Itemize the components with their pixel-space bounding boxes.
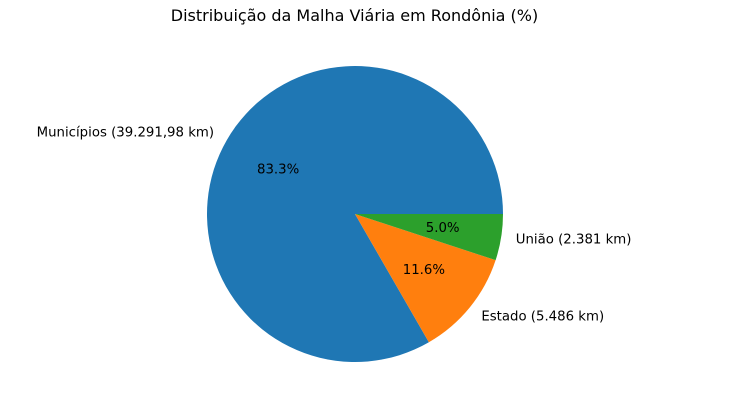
pct-estado: 11.6% bbox=[403, 263, 445, 278]
label-municipios: Municípios (39.291,98 km) bbox=[37, 125, 214, 141]
label-estado: Estado (5.486 km) bbox=[481, 310, 604, 325]
pie-labels: Municípios (39.291,98 km) 83.3% Estado (5.… bbox=[37, 125, 632, 325]
label-uniao: União (2.381 km) bbox=[516, 233, 632, 248]
pct-uniao: 5.0% bbox=[426, 221, 460, 236]
pie-slices bbox=[207, 66, 503, 362]
chart-title: Distribuição da Malha Viária em Rondônia… bbox=[171, 6, 538, 25]
slice-uniao bbox=[355, 214, 503, 261]
pct-municipios: 83.3% bbox=[257, 163, 299, 178]
slice-municipios bbox=[207, 66, 503, 362]
slice-estado bbox=[355, 214, 496, 343]
